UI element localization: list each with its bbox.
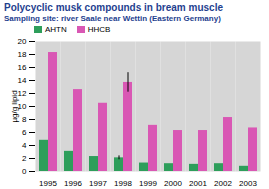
svg-text:2001: 2001 (189, 179, 207, 187)
svg-text:1997: 1997 (89, 179, 107, 187)
svg-text:1999: 1999 (139, 179, 157, 187)
svg-text:18: 18 (18, 50, 27, 59)
html-text:HHCB: HHCB (87, 25, 111, 34)
svg-text:µg/g lipid: µg/g lipid (10, 90, 19, 122)
svg-text:1998: 1998 (114, 179, 132, 187)
svg-text:4: 4 (22, 141, 27, 150)
svg-text:14: 14 (18, 76, 27, 85)
svg-text:16: 16 (18, 63, 27, 72)
svg-text:10: 10 (17, 102, 27, 112)
svg-text:1996: 1996 (64, 179, 82, 187)
svg-text:0: 0 (22, 167, 27, 176)
svg-text:1995: 1995 (39, 179, 57, 187)
svg-text:2003: 2003 (239, 179, 257, 187)
svg-text:12: 12 (17, 89, 27, 99)
svg-text:2000: 2000 (164, 179, 182, 187)
svg-text:2: 2 (22, 154, 27, 163)
svg-text:8: 8 (22, 115, 27, 124)
html-text:Sampling site: river Saale nea: Sampling site: river Saale near Wettin (… (4, 14, 221, 23)
svg-text:2002: 2002 (214, 179, 232, 187)
svg-text:20: 20 (18, 37, 27, 46)
svg-text:6: 6 (22, 128, 27, 137)
html-text:Polycyclic musk compounds in b: Polycyclic musk compounds in bream muscl… (4, 2, 223, 13)
html-text:AHTN: AHTN (45, 25, 67, 34)
